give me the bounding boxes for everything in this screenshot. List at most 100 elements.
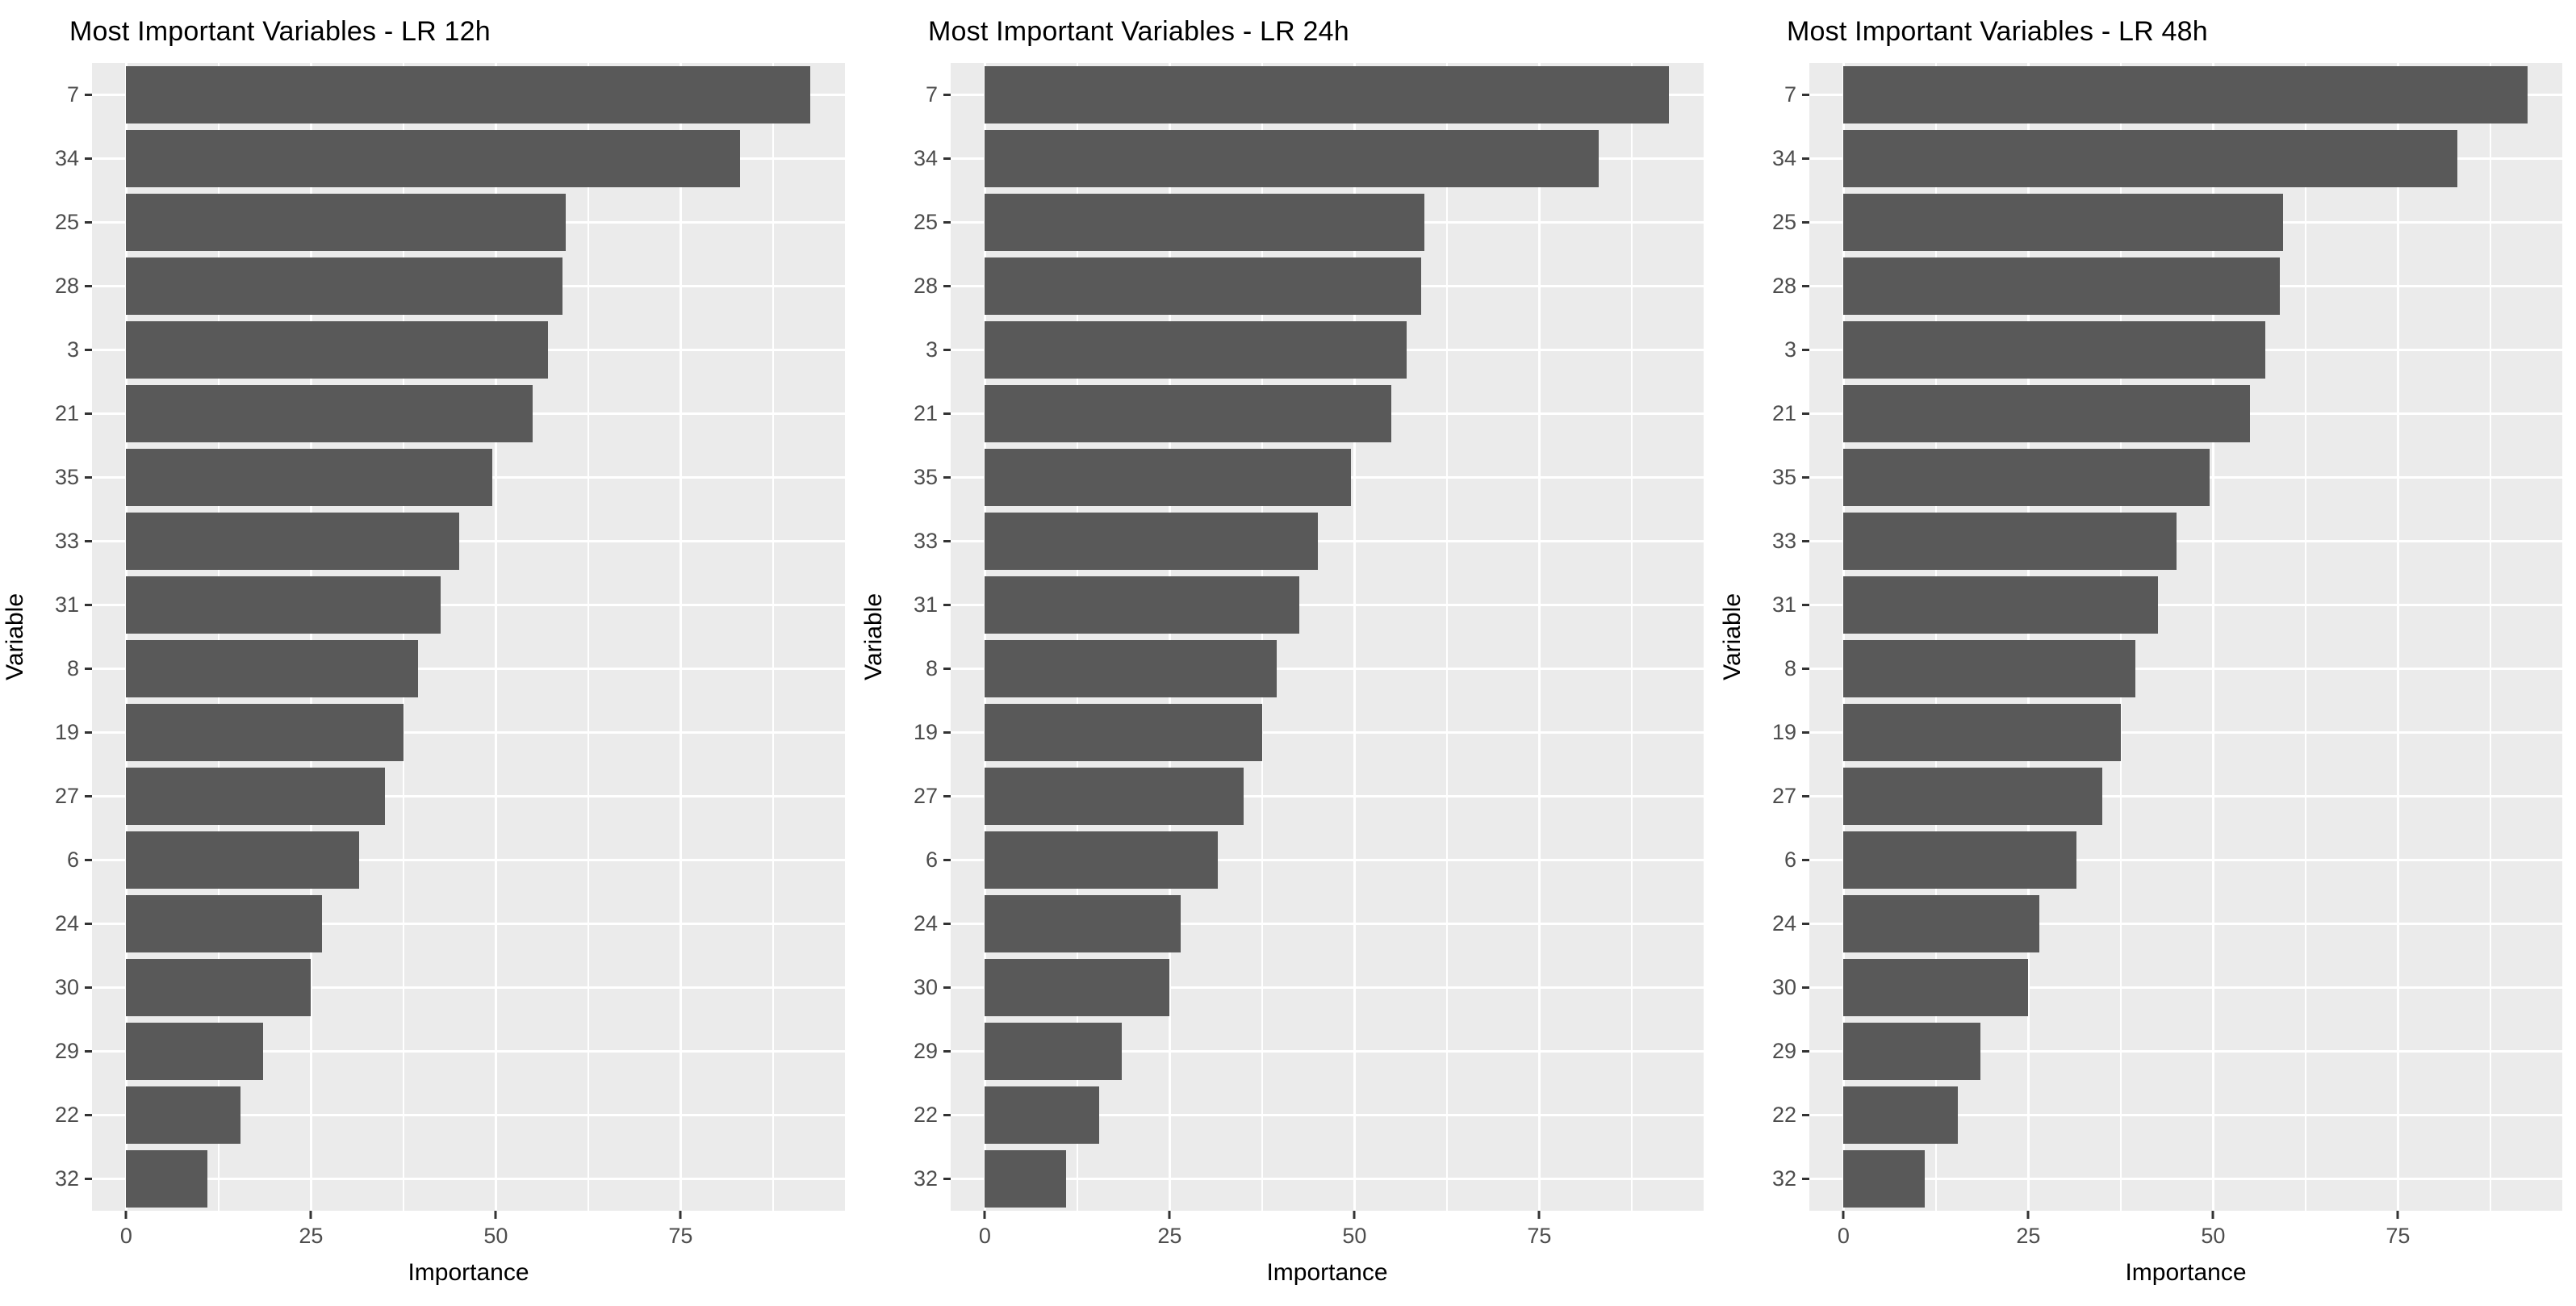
y-tick-label: 7 xyxy=(66,82,79,107)
y-axis-row: 24 xyxy=(889,892,951,956)
y-axis-row: 32 xyxy=(1748,1147,1809,1211)
y-tick-label: 30 xyxy=(54,975,79,999)
y-axis-row: 6 xyxy=(31,828,92,892)
gridline-category xyxy=(951,795,1704,797)
gridline-category xyxy=(951,1050,1704,1053)
plot-panel xyxy=(1809,63,2562,1211)
x-axis: 0 25 50 75 xyxy=(92,1211,845,1254)
y-tick-label: 27 xyxy=(54,784,79,808)
chart-body: Variable 7 34 25 28 3 21 35 33 31 8 19 27 6 24 30 29 22 3… xyxy=(859,63,1717,1306)
y-tick-mark xyxy=(1802,1178,1809,1180)
y-axis-row: 19 xyxy=(1748,701,1809,764)
y-tick-label: 28 xyxy=(54,274,79,298)
bar-24 xyxy=(985,895,1181,952)
gridline-major xyxy=(983,63,986,1211)
y-axis-row: 25 xyxy=(889,190,951,254)
y-tick-mark xyxy=(1802,476,1809,479)
y-tick-label: 33 xyxy=(913,529,938,553)
gridline-category xyxy=(1809,986,2562,989)
y-axis-row: 30 xyxy=(31,956,92,1019)
bar-35 xyxy=(985,448,1351,506)
y-tick-mark xyxy=(943,1050,951,1053)
y-tick-mark xyxy=(85,412,92,415)
y-tick-mark xyxy=(943,540,951,542)
y-tick-label: 6 xyxy=(66,848,79,872)
bar-31 xyxy=(1843,576,2158,634)
gridline-category xyxy=(1809,1050,2562,1053)
y-tick-mark xyxy=(1802,348,1809,351)
gridline-category xyxy=(1809,1114,2562,1116)
y-tick-label: 35 xyxy=(1771,465,1796,489)
y-tick-mark xyxy=(85,923,92,925)
y-tick-mark xyxy=(1802,795,1809,797)
gridline-major xyxy=(1353,63,1356,1211)
y-tick-mark xyxy=(943,285,951,287)
y-axis-title-text: Variable xyxy=(860,593,887,680)
y-tick-label: 31 xyxy=(1771,592,1796,617)
bar-31 xyxy=(985,576,1299,634)
y-axis-row: 35 xyxy=(31,446,92,509)
bar-28 xyxy=(1843,257,2280,315)
bar-3 xyxy=(126,320,548,379)
bar-29 xyxy=(1843,1023,1980,1080)
x-axis: 0 25 50 75 xyxy=(1809,1211,2562,1254)
y-axis-row: 31 xyxy=(889,573,951,637)
x-tick-label: 25 xyxy=(2016,1224,2041,1248)
bar-32 xyxy=(126,1150,208,1208)
bar-29 xyxy=(126,1023,263,1080)
bar-7 xyxy=(985,66,1669,123)
y-axis-row: 34 xyxy=(31,127,92,190)
y-axis-labels: 7 34 25 28 3 21 35 33 31 8 19 27 6 24 30 29 22 32 xyxy=(889,63,951,1211)
y-tick-label: 22 xyxy=(1771,1102,1796,1127)
gridline-major xyxy=(2026,63,2030,1211)
bar-22 xyxy=(985,1086,1100,1144)
gridline-category xyxy=(92,795,845,797)
y-tick-label: 22 xyxy=(913,1102,938,1127)
y-tick-mark xyxy=(943,220,951,224)
gridline-category xyxy=(951,1178,1704,1180)
gridline-minor xyxy=(217,63,220,1211)
y-axis-row: 33 xyxy=(31,509,92,573)
x-tick-mark xyxy=(309,1211,312,1219)
y-tick-label: 32 xyxy=(913,1166,938,1191)
x-tick-mark xyxy=(1353,1211,1356,1219)
x-axis: 0 25 50 75 xyxy=(951,1211,1704,1254)
y-tick-mark xyxy=(943,668,951,670)
bar-22 xyxy=(126,1086,241,1144)
y-axis-row: 3 xyxy=(1748,318,1809,382)
y-tick-label: 25 xyxy=(913,209,938,234)
y-tick-label: 21 xyxy=(913,401,938,425)
y-tick-label: 3 xyxy=(66,337,79,362)
y-tick-mark xyxy=(85,986,92,989)
y-tick-label: 31 xyxy=(54,592,79,617)
y-tick-label: 31 xyxy=(913,592,938,617)
bar-21 xyxy=(1843,385,2251,442)
y-tick-label: 34 xyxy=(913,145,938,170)
y-axis-row: 6 xyxy=(1748,828,1809,892)
bar-34 xyxy=(985,129,1599,187)
gridline-minor xyxy=(1076,63,1078,1211)
bar-22 xyxy=(1843,1086,1959,1144)
y-tick-label: 24 xyxy=(1771,911,1796,936)
y-axis-row: 30 xyxy=(889,956,951,1019)
y-tick-mark xyxy=(85,348,92,351)
y-tick-mark xyxy=(85,668,92,670)
y-axis-row: 28 xyxy=(1748,254,1809,318)
y-axis-row: 35 xyxy=(889,446,951,509)
y-tick-label: 32 xyxy=(54,1166,79,1191)
bar-31 xyxy=(126,576,441,634)
y-tick-mark xyxy=(85,540,92,542)
y-axis-title: Variable xyxy=(859,63,889,1211)
x-tick-mark xyxy=(1842,1211,1845,1219)
gridline-category xyxy=(1809,604,2562,606)
gridline-category xyxy=(1809,540,2562,542)
bar-27 xyxy=(126,768,385,825)
y-tick-mark xyxy=(1802,923,1809,925)
x-tick-label: 50 xyxy=(1342,1224,1367,1248)
chart-lr-12h: Most Important Variables - LR 12h Variab… xyxy=(0,0,859,1306)
y-tick-label: 7 xyxy=(925,82,938,107)
x-tick-label: 75 xyxy=(668,1224,693,1248)
y-tick-label: 35 xyxy=(913,465,938,489)
bar-29 xyxy=(985,1023,1122,1080)
y-tick-mark xyxy=(1802,986,1809,989)
